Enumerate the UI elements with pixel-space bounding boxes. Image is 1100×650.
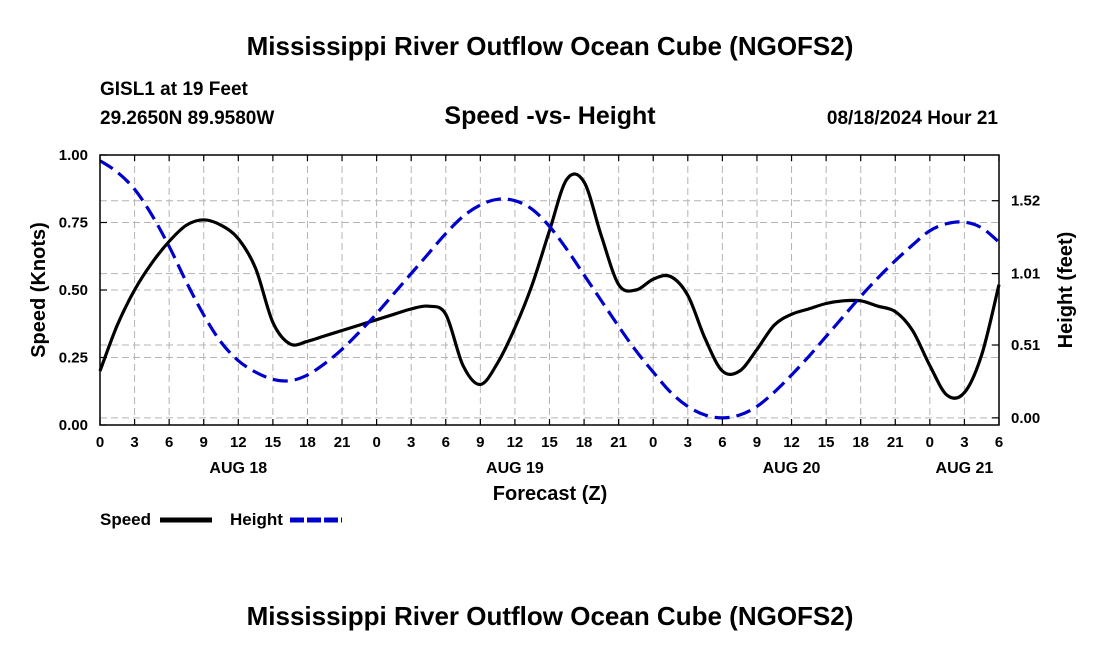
x-day-label: AUG 21 <box>936 460 994 477</box>
x-tick-label: 12 <box>507 434 524 451</box>
y-tick-label: 0.50 <box>59 282 88 299</box>
x-tick-label: 12 <box>230 434 247 451</box>
y-tick-label: 1.00 <box>59 147 88 164</box>
x-day-label: AUG 19 <box>486 460 544 477</box>
x-tick-label: 0 <box>372 434 380 451</box>
x-tick-label: 9 <box>200 434 208 451</box>
footer-title: Mississippi River Outflow Ocean Cube (NG… <box>247 601 854 631</box>
legend-label-speed: Speed <box>100 510 151 529</box>
y-axis-label: Speed (Knots) <box>28 222 50 358</box>
x-tick-label: 18 <box>852 434 869 451</box>
x-day-label: AUG 20 <box>763 460 821 477</box>
x-tick-label: 21 <box>887 434 904 451</box>
series-line-height <box>99 159 1001 420</box>
chart-subtitle: Speed -vs- Height <box>444 102 656 130</box>
y2-tick-label: 0.51 <box>1011 337 1040 354</box>
y2-axis-label: Height (feet) <box>1055 232 1077 349</box>
x-tick-label: 3 <box>407 434 415 451</box>
y-tick-label: 0.00 <box>59 417 88 434</box>
series-line-speed <box>98 172 1001 400</box>
x-tick-label: 6 <box>165 434 173 451</box>
legend: Speed Height <box>100 510 342 529</box>
x-tick-label: 15 <box>818 434 835 451</box>
y-tick-label: 0.75 <box>59 215 88 232</box>
legend-label-height: Height <box>230 510 283 529</box>
x-tick-label: 12 <box>783 434 800 451</box>
x-tick-label: 21 <box>610 434 627 451</box>
x-tick-label: 0 <box>96 434 104 451</box>
station-coordinates: 29.2650N 89.9580W <box>100 108 274 129</box>
x-tick-label: 3 <box>960 434 968 451</box>
x-tick-label: 6 <box>995 434 1003 451</box>
x-tick-label: 0 <box>926 434 934 451</box>
station-label: GISL1 at 19 Feet <box>100 79 249 100</box>
x-tick-label: 9 <box>753 434 761 451</box>
x-tick-label: 6 <box>718 434 726 451</box>
x-tick-label: 18 <box>299 434 316 451</box>
y-tick-label: 0.25 <box>59 350 88 367</box>
x-day-label: AUG 18 <box>209 460 267 477</box>
forecast-datetime: 08/18/2024 Hour 21 <box>827 108 999 129</box>
x-tick-label: 18 <box>576 434 593 451</box>
x-tick-label: 3 <box>684 434 692 451</box>
x-tick-label: 6 <box>442 434 450 451</box>
x-tick-label: 0 <box>649 434 657 451</box>
x-tick-label: 21 <box>334 434 351 451</box>
y2-tick-label: 1.52 <box>1011 193 1040 210</box>
y2-tick-label: 1.01 <box>1011 266 1040 283</box>
x-tick-label: 15 <box>541 434 558 451</box>
chart-main-title: Mississippi River Outflow Ocean Cube (NG… <box>247 31 854 61</box>
x-tick-label: 3 <box>130 434 138 451</box>
x-axis-label: Forecast (Z) <box>493 483 607 505</box>
x-tick-label: 15 <box>265 434 282 451</box>
x-tick-label: 9 <box>476 434 484 451</box>
y2-tick-label: 0.00 <box>1011 410 1040 427</box>
